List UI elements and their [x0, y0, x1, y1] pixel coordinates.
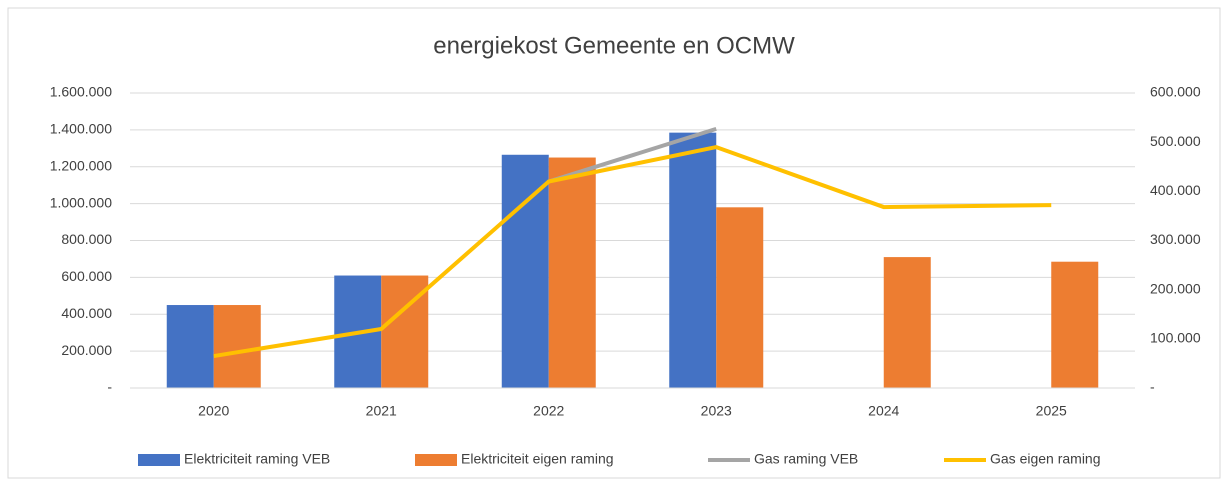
y-tick-label: 1.600.000 — [50, 84, 112, 100]
y-tick-label: 600.000 — [61, 268, 112, 284]
x-tick-label: 2021 — [366, 403, 397, 419]
y2-tick-label: 200.000 — [1150, 280, 1201, 296]
y2-tick-label: 300.000 — [1150, 231, 1201, 247]
bar — [1051, 261, 1099, 388]
y-tick-label: - — [107, 379, 112, 395]
legend-label: Elektriciteit eigen raming — [461, 451, 614, 467]
y-tick-label: 1.200.000 — [50, 157, 112, 173]
x-tick-label: 2025 — [1036, 403, 1067, 419]
line — [548, 126, 717, 184]
legend-label: Gas eigen raming — [990, 451, 1101, 467]
y2-tick-label: 100.000 — [1150, 330, 1201, 346]
x-tick-label: 2020 — [198, 403, 229, 419]
x-tick-label: 2023 — [701, 403, 732, 419]
bar — [883, 257, 931, 388]
chart-title: energiekost Gemeente en OCMW — [433, 32, 795, 59]
bar — [501, 154, 549, 388]
y-tick-label: 800.000 — [61, 231, 112, 247]
bar — [213, 305, 261, 388]
y2-tick-label: 600.000 — [1150, 84, 1201, 100]
bar — [548, 157, 596, 388]
legend-label: Gas raming VEB — [754, 451, 858, 467]
legend-label: Elektriciteit raming VEB — [184, 451, 330, 467]
chart-border — [7, 7, 1221, 479]
y-tick-label: 200.000 — [61, 342, 112, 358]
x-tick-label: 2024 — [868, 403, 899, 419]
y2-tick-label: 500.000 — [1150, 133, 1201, 149]
bar — [716, 207, 764, 388]
legend-swatch — [415, 454, 457, 466]
bar — [166, 305, 214, 388]
y-tick-label: 1.000.000 — [50, 194, 112, 210]
bar — [669, 132, 717, 388]
x-tick-label: 2022 — [533, 403, 564, 419]
y-tick-label: 1.400.000 — [50, 121, 112, 137]
legend-swatch — [138, 454, 180, 466]
y2-tick-label: - — [1150, 379, 1155, 395]
y2-tick-label: 400.000 — [1150, 182, 1201, 198]
y-tick-label: 400.000 — [61, 305, 112, 321]
line — [213, 145, 1052, 359]
